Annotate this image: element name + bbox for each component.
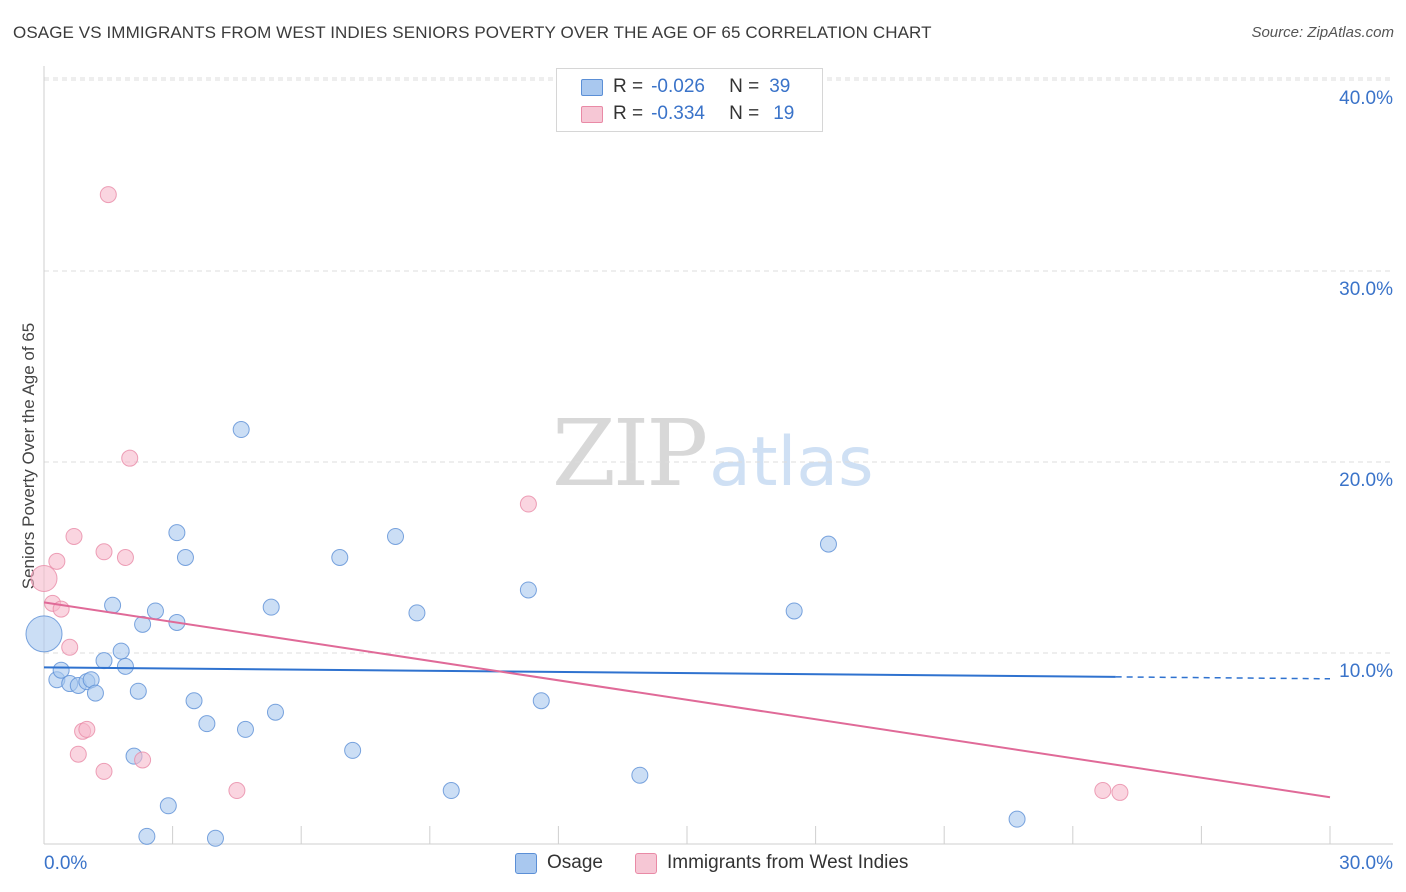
osage-point <box>116 657 134 675</box>
west-indies-trend-line <box>43 601 1331 799</box>
osage-point <box>129 682 147 700</box>
osage-point <box>176 549 194 566</box>
osage-trend-line <box>43 666 1116 678</box>
west-indies-point <box>30 565 58 593</box>
osage-point <box>86 684 104 702</box>
west-indies-point <box>134 751 152 769</box>
y-tick-label: 30.0% <box>1339 279 1393 300</box>
osage-point <box>112 642 130 660</box>
series-legend: Osage Immigrants from West Indies <box>0 852 1406 878</box>
west-indies-point <box>121 449 139 467</box>
n-value: 19 <box>773 103 795 124</box>
osage-swatch <box>581 78 603 96</box>
osage-trend-extension <box>1115 676 1331 680</box>
osage-point <box>344 741 362 759</box>
r-label: R = <box>613 103 644 124</box>
osage-point <box>206 829 224 847</box>
n-label: N = <box>729 76 760 97</box>
west-indies-swatch <box>581 105 603 123</box>
osage-point <box>532 692 550 710</box>
osage-legend-label: Osage <box>547 852 603 873</box>
west-indies-point <box>116 549 134 566</box>
west-indies-point <box>99 186 117 204</box>
osage-point <box>236 720 254 738</box>
watermark-zip: ZIP <box>552 400 708 507</box>
osage-point <box>138 827 156 845</box>
source-label: Source: ZipAtlas.com <box>1251 24 1394 41</box>
osage-point <box>266 703 284 721</box>
chart-title: OSAGE VS IMMIGRANTS FROM WEST INDIES SEN… <box>13 23 932 42</box>
west-indies-point <box>61 638 79 656</box>
west-indies-point <box>228 782 246 800</box>
osage-legend-swatch <box>515 852 537 874</box>
west-indies-point <box>69 745 87 763</box>
legend-item-west-indies: Immigrants from West Indies <box>635 852 908 874</box>
west-indies-point <box>519 495 537 513</box>
osage-point <box>25 615 63 653</box>
osage-point <box>1008 810 1026 828</box>
west-indies-legend-swatch <box>635 852 657 874</box>
west-indies-point <box>78 720 96 738</box>
west-indies-point <box>1111 783 1129 801</box>
osage-point <box>387 527 405 545</box>
osage-point <box>232 421 250 439</box>
legend-row-west-indies: R = -0.334 N = 19 <box>581 102 794 126</box>
west-indies-point <box>48 552 66 570</box>
y-tick-label: 20.0% <box>1339 470 1393 491</box>
osage-point <box>159 797 177 815</box>
correlation-legend: R = -0.026 N = 39 R = -0.334 N = 19 <box>556 68 823 132</box>
west-indies-point <box>95 762 113 780</box>
legend-row-osage: R = -0.026 N = 39 <box>581 75 790 99</box>
x-tick-label: 30.0% <box>1339 853 1393 874</box>
y-tick-label: 40.0% <box>1339 88 1393 109</box>
osage-point <box>519 581 537 599</box>
r-label: R = <box>613 76 644 97</box>
r-value: -0.334 <box>651 103 705 124</box>
y-tick-label: 10.0% <box>1339 661 1393 682</box>
osage-point <box>198 715 216 733</box>
osage-point <box>819 535 837 553</box>
x-tick-label: 0.0% <box>44 853 87 874</box>
osage-point <box>331 549 349 566</box>
osage-point <box>408 604 426 622</box>
osage-point <box>168 524 186 542</box>
osage-point <box>185 692 203 710</box>
osage-point <box>262 598 280 616</box>
osage-point <box>785 602 803 620</box>
west-indies-point <box>1094 782 1112 800</box>
osage-point <box>442 782 460 800</box>
west-indies-point <box>65 527 83 545</box>
osage-point <box>146 602 164 620</box>
osage-point <box>95 652 113 670</box>
west-indies-legend-label: Immigrants from West Indies <box>667 852 909 873</box>
legend-item-osage: Osage <box>515 852 603 874</box>
n-value: 39 <box>769 76 791 97</box>
n-label: N = <box>729 103 760 124</box>
osage-point <box>104 596 122 614</box>
osage-point <box>631 766 649 784</box>
r-value: -0.026 <box>651 76 705 97</box>
osage-point <box>52 661 70 679</box>
west-indies-point <box>95 543 113 561</box>
